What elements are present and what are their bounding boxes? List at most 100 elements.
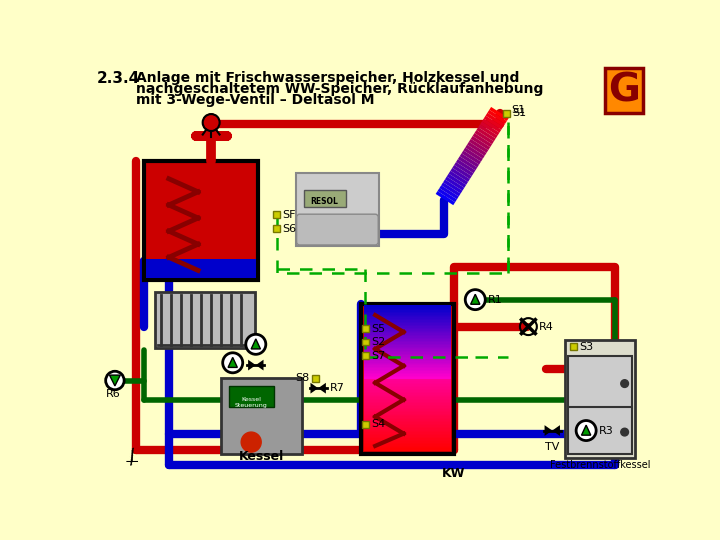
Bar (364, 384, 451, 386)
Bar (364, 313, 451, 314)
Text: SF: SF (282, 210, 296, 220)
Bar (364, 310, 451, 312)
Circle shape (621, 428, 629, 436)
Bar (361, 339, 369, 346)
Bar (364, 445, 451, 447)
Bar (364, 410, 451, 412)
Bar (364, 342, 451, 343)
Bar (364, 400, 451, 402)
Bar (364, 426, 451, 428)
Bar (364, 336, 451, 338)
Polygon shape (256, 360, 264, 370)
Circle shape (576, 421, 596, 441)
Bar (364, 308, 451, 310)
Bar (364, 388, 451, 390)
Bar (364, 409, 451, 410)
Polygon shape (251, 339, 261, 349)
Bar (364, 403, 451, 405)
Bar (364, 365, 451, 367)
Text: R3: R3 (599, 426, 614, 436)
Polygon shape (310, 383, 318, 394)
Bar (364, 406, 451, 408)
Bar (273, 225, 280, 232)
Bar (364, 417, 451, 420)
Text: R1: R1 (488, 295, 503, 305)
Bar (364, 415, 451, 416)
Bar (364, 374, 451, 376)
Bar (364, 401, 451, 403)
Text: R7: R7 (330, 383, 345, 393)
Bar (364, 386, 451, 387)
Bar (364, 413, 451, 415)
Bar (364, 369, 451, 372)
Circle shape (621, 380, 629, 387)
Bar (364, 434, 451, 435)
Circle shape (222, 353, 243, 373)
Text: S3: S3 (579, 342, 593, 352)
Bar (364, 429, 451, 431)
Text: S8: S8 (295, 373, 310, 383)
Bar (364, 373, 451, 374)
Text: S6: S6 (282, 224, 297, 234)
Polygon shape (228, 357, 238, 367)
Bar (364, 438, 451, 440)
Bar (364, 392, 451, 393)
Bar (364, 430, 451, 433)
Bar (364, 325, 451, 326)
Text: S5: S5 (371, 324, 385, 334)
Bar (364, 306, 451, 307)
Bar (364, 423, 451, 425)
Bar (364, 432, 451, 434)
Bar (364, 387, 451, 389)
Bar (364, 442, 451, 444)
Text: S2: S2 (371, 337, 385, 347)
Bar (364, 362, 451, 364)
Bar (503, 110, 510, 117)
Bar (364, 314, 451, 316)
Bar (364, 330, 451, 332)
Text: Anlage mit Frischwasserspeicher, Holzkessel und: Anlage mit Frischwasserspeicher, Holzkes… (137, 71, 520, 85)
Bar (364, 404, 451, 406)
Bar (364, 435, 451, 437)
Bar (364, 327, 451, 329)
Bar (364, 436, 451, 438)
Bar (364, 349, 451, 351)
Text: TV: TV (545, 442, 559, 452)
Bar (364, 348, 451, 349)
Bar (364, 419, 451, 421)
Bar (364, 425, 451, 427)
Bar (364, 329, 451, 330)
Circle shape (246, 334, 266, 354)
Bar (364, 350, 451, 353)
Circle shape (106, 372, 124, 390)
Bar (364, 375, 451, 377)
Bar (273, 212, 280, 218)
Text: R6: R6 (106, 389, 120, 400)
Text: KW: KW (442, 467, 465, 480)
Polygon shape (552, 425, 560, 436)
Bar (364, 390, 451, 392)
Bar (364, 441, 451, 443)
Bar (364, 358, 451, 360)
Bar (364, 307, 451, 309)
FancyBboxPatch shape (297, 214, 378, 245)
Bar (364, 394, 451, 396)
Polygon shape (471, 294, 480, 304)
Bar (364, 381, 451, 383)
Text: Kessel
Steuerung: Kessel Steuerung (235, 397, 268, 408)
Bar (364, 359, 451, 361)
Text: RESOL: RESOL (310, 197, 338, 206)
Text: S1: S1 (512, 109, 526, 118)
Bar (364, 355, 451, 357)
Bar (312, 375, 318, 382)
Bar (605, 68, 643, 112)
Bar (364, 340, 451, 342)
Polygon shape (109, 375, 120, 386)
Bar (364, 332, 451, 334)
Text: nachgeschaltetem WW-Speicher, Rücklaufanhebung: nachgeschaltetem WW-Speicher, Rücklaufan… (137, 82, 544, 96)
Text: Festbrennstoffkessel: Festbrennstoffkessel (550, 460, 650, 470)
Text: G: G (608, 71, 640, 109)
Bar (567, 356, 632, 408)
Circle shape (241, 432, 261, 452)
Bar (229, 386, 274, 408)
